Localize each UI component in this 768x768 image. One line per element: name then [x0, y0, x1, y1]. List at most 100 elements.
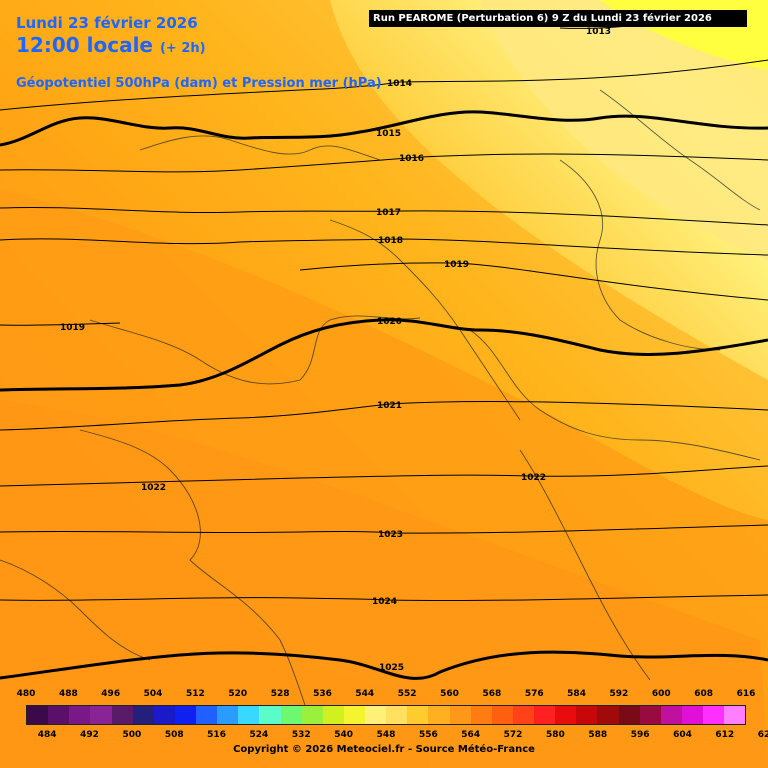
- color-swatch: [174, 706, 196, 724]
- band-yellow: [480, 0, 768, 260]
- legend-label: 592: [609, 689, 629, 699]
- isobar-1017: [0, 206, 768, 226]
- legend-label: 596: [630, 730, 650, 740]
- legend-label: 576: [524, 689, 544, 699]
- color-swatch: [259, 706, 281, 724]
- legend-label: 604: [673, 730, 692, 740]
- color-swatch: [449, 706, 471, 724]
- color-swatch: [407, 706, 429, 724]
- isobar-1024: [0, 594, 768, 602]
- color-swatch: [555, 706, 577, 724]
- legend-label: 588: [588, 730, 608, 740]
- local-time: 12:00 locale: [16, 33, 153, 57]
- color-swatch: [681, 706, 703, 724]
- legend-label: 532: [291, 730, 311, 740]
- isobar-1018: [0, 238, 768, 256]
- color-swatch: [343, 706, 365, 724]
- color-swatch: [724, 706, 746, 724]
- isobar-label: 1016: [399, 154, 424, 164]
- color-swatch: [470, 706, 492, 724]
- color-swatch: [69, 706, 91, 724]
- legend-label: 540: [334, 730, 354, 740]
- isobar-label: 1019: [444, 260, 469, 270]
- isobar-1021: [0, 401, 768, 431]
- color-swatch: [491, 706, 513, 724]
- forecast-date: Lundi 23 février 2026: [16, 14, 198, 32]
- legend-label: 556: [418, 730, 438, 740]
- color-swatch: [576, 706, 598, 724]
- color-swatch: [639, 706, 661, 724]
- isobar-label: 1022: [521, 473, 546, 483]
- legend-top-labels: 480 488 496 504 512 520 528 536 544 552 560 568 576 5…: [17, 689, 756, 703]
- isobar-1023: [0, 524, 768, 534]
- legend-label: 548: [376, 730, 396, 740]
- isobar-1016: [0, 153, 768, 173]
- isobar-1019-east: [299, 262, 768, 301]
- color-swatch: [703, 706, 725, 724]
- color-swatch: [132, 706, 154, 724]
- legend-label: 568: [482, 689, 502, 699]
- legend-label: 544: [355, 689, 375, 699]
- legend-label: 500: [122, 730, 142, 740]
- color-scale: [26, 705, 746, 725]
- isobar-label: 1019: [60, 323, 85, 333]
- legend-label: 504: [143, 689, 163, 699]
- color-swatch: [111, 706, 133, 724]
- isobar-1015: [0, 110, 768, 147]
- isobar-label: 1024: [372, 597, 397, 607]
- color-swatch: [301, 706, 323, 724]
- copyright: Copyright © 2026 Meteociel.fr - Source M…: [233, 744, 535, 755]
- legend-label: 528: [270, 689, 290, 699]
- color-swatch: [428, 706, 450, 724]
- legend-label: 484: [37, 730, 57, 740]
- legend-label: 564: [461, 730, 481, 740]
- color-swatch: [618, 706, 640, 724]
- legend-label: 572: [503, 730, 523, 740]
- legend-label: 536: [313, 689, 332, 699]
- color-swatch: [597, 706, 619, 724]
- isobar-label: 1021: [377, 401, 402, 411]
- color-swatch: [153, 706, 175, 724]
- isobar-1020: [0, 318, 768, 392]
- isobar-label: 1023: [378, 530, 403, 540]
- color-swatch: [386, 706, 408, 724]
- legend-label: 492: [80, 730, 99, 740]
- isobars: [0, 19, 768, 680]
- isobar-label: 1017: [376, 208, 401, 218]
- legend-label: 524: [249, 730, 269, 740]
- field-title: Géopotentiel 500hPa (dam) et Pression me…: [16, 76, 382, 91]
- isobar-label: 1018: [378, 236, 403, 246]
- color-swatch: [238, 706, 260, 724]
- legend-label: 516: [207, 730, 226, 740]
- isobar-1025: [0, 650, 768, 680]
- isobar-label: 1022: [141, 483, 166, 493]
- utc-offset: (+ 2h): [159, 41, 206, 56]
- legend-label: 552: [397, 689, 417, 699]
- isobar-label: 1025: [379, 663, 404, 673]
- run-info-bar: Run PEAROME (Perturbation 6) 9 Z du Lund…: [369, 10, 747, 27]
- legend-label: 600: [651, 689, 671, 699]
- legend-label: 496: [101, 689, 121, 699]
- forecast-time: 12:00 locale (+ 2h): [16, 33, 206, 57]
- legend-label: 580: [546, 730, 565, 740]
- legend-label: 608: [694, 689, 714, 699]
- color-swatch: [322, 706, 344, 724]
- color-swatch: [48, 706, 70, 724]
- color-swatch: [365, 706, 387, 724]
- legend-label: 560: [440, 689, 459, 699]
- legend-label: 616: [736, 689, 756, 699]
- color-swatch: [512, 706, 534, 724]
- isobar-1022: [0, 465, 768, 487]
- legend-label: 508: [164, 730, 184, 740]
- color-swatch: [27, 706, 49, 724]
- isobar-label: 1014: [387, 79, 412, 89]
- color-swatch: [90, 706, 112, 724]
- legend-label: 520: [228, 689, 248, 699]
- isobar-label: 1013: [586, 27, 611, 37]
- color-swatch: [534, 706, 556, 724]
- isobar-1019-west: [0, 322, 121, 326]
- isobar-label: 1015: [376, 129, 401, 139]
- color-swatch: [280, 706, 302, 724]
